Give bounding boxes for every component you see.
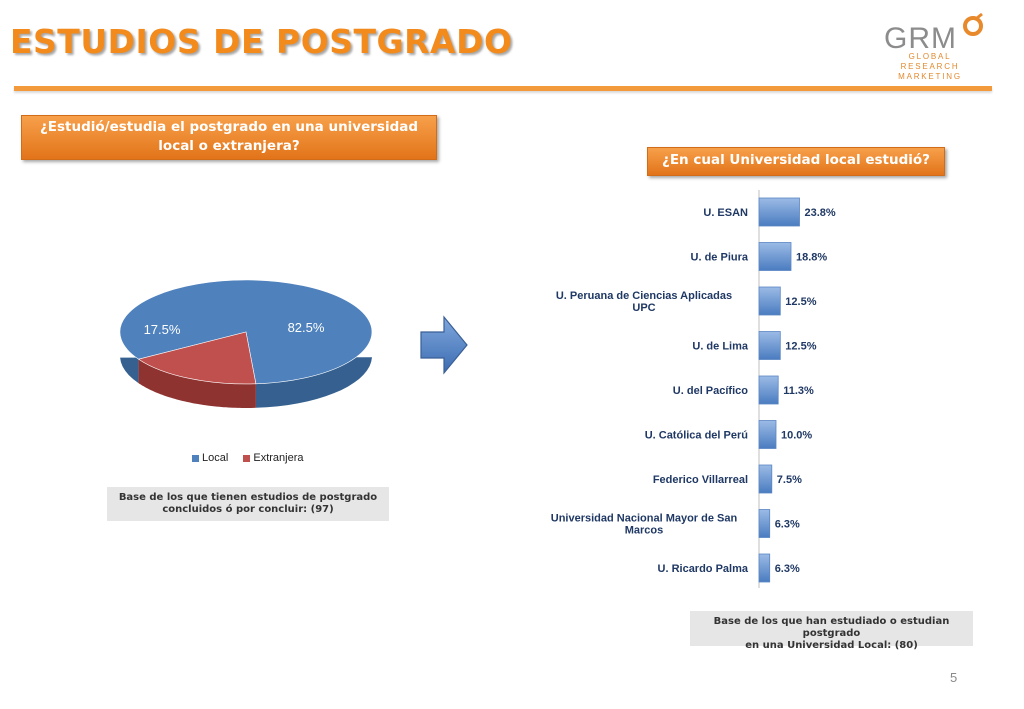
bar-data-label-3: 12.5% (785, 341, 816, 353)
bar-data-label-0: 23.8% (805, 207, 836, 219)
page-title: ESTUDIOS DE POSTGRADO (10, 22, 513, 61)
pie-wall-extranjera (138, 359, 256, 408)
bar-data-label-4: 11.3% (783, 385, 814, 397)
bar-category-label-0: U. ESAN (703, 207, 748, 219)
bar-6 (758, 464, 773, 494)
bar-category-label-6: Federico Villarreal (653, 474, 748, 486)
logo-swirl-tail-icon (976, 12, 983, 20)
bar-7 (758, 509, 771, 538)
bar-data-label-2: 12.5% (785, 296, 816, 308)
bar-category-label-7-line1: Marcos (625, 525, 664, 537)
legend-label-extranjera: Extranjera (253, 452, 304, 464)
pie-data-label-extranjera: 17.5% (144, 322, 181, 337)
bar-0 (758, 197, 800, 227)
legend-swatch-extranjera (243, 454, 251, 462)
logo-swirl-icon (963, 16, 983, 36)
bar-3 (758, 331, 781, 360)
pie-slice-extranjera (137, 331, 257, 385)
base1-line1: Base de los que tienen estudios de postg… (118, 492, 378, 503)
bar-data-label-1: 18.8% (796, 252, 827, 264)
bar-category-label-2-line0: U. Peruana de Ciencias Aplicadas (556, 290, 732, 302)
bar-data-label-6: 7.5% (777, 474, 802, 486)
grm-logo: GRM (884, 12, 983, 55)
arrow-right-icon (420, 315, 468, 375)
bar-category-label-7-line0: Universidad Nacional Mayor de San (551, 513, 738, 525)
bar-data-label-7: 6.3% (775, 519, 800, 531)
question-local-foreign: ¿Estudió/estudia el postgrado en una uni… (21, 115, 437, 160)
legend-swatch-local (192, 454, 199, 462)
base2-line1: Base de los que han estudiado o estudian… (713, 616, 950, 639)
pie-chart: 82.5% 17.5% (119, 279, 373, 408)
legend-label-local: Local (202, 452, 229, 464)
question1-line2: local o extranjera? (158, 138, 300, 154)
question1-line1: ¿Estudió/estudia el postgrado en una uni… (39, 119, 419, 135)
bar-chart: 23.8% U. ESAN 18.8% U. de Piura 12.5% U. Peru… (551, 190, 836, 588)
pie-data-label-local: 82.5% (288, 320, 325, 335)
pie-legend: Local Extranjera (192, 452, 304, 464)
bar-category-label-4: U. del Pacífico (673, 385, 748, 397)
bar-category-label-1: U. de Piura (691, 252, 749, 264)
page-number: 5 (950, 670, 958, 685)
bar-data-label-5: 10.0% (781, 430, 812, 442)
base-note-pie: Base de los que tienen estudios de postg… (107, 487, 389, 521)
bar-1 (758, 242, 792, 271)
bar-category-label-5: U. Católica del Perú (645, 430, 748, 442)
bar-4 (758, 375, 779, 405)
base1-line2: concluidos ó por concluir: (97) (162, 504, 334, 515)
question-which-university: ¿En cual Universidad local estudió? (647, 147, 945, 176)
logo-line1: GLOBAL RESEARCH (900, 52, 960, 71)
bar-category-label-3: U. de Lima (692, 341, 749, 353)
logo-tagline: GLOBAL RESEARCH MARKETING (880, 52, 980, 82)
bar-category-label-2-line1: UPC (632, 302, 655, 314)
base2-line2: en una Universidad Local: (80) (745, 640, 918, 651)
header-divider (14, 86, 992, 91)
bar-category-label-8: U. Ricardo Palma (658, 563, 749, 575)
base-note-bars: Base de los que han estudiado o estudian… (690, 611, 973, 651)
bar-2 (758, 286, 781, 316)
logo-mark: GRM (884, 22, 957, 55)
bar-8 (758, 553, 771, 583)
logo-line2: MARKETING (898, 72, 962, 81)
bar-5 (758, 420, 777, 449)
bar-data-label-8: 6.3% (775, 563, 800, 575)
